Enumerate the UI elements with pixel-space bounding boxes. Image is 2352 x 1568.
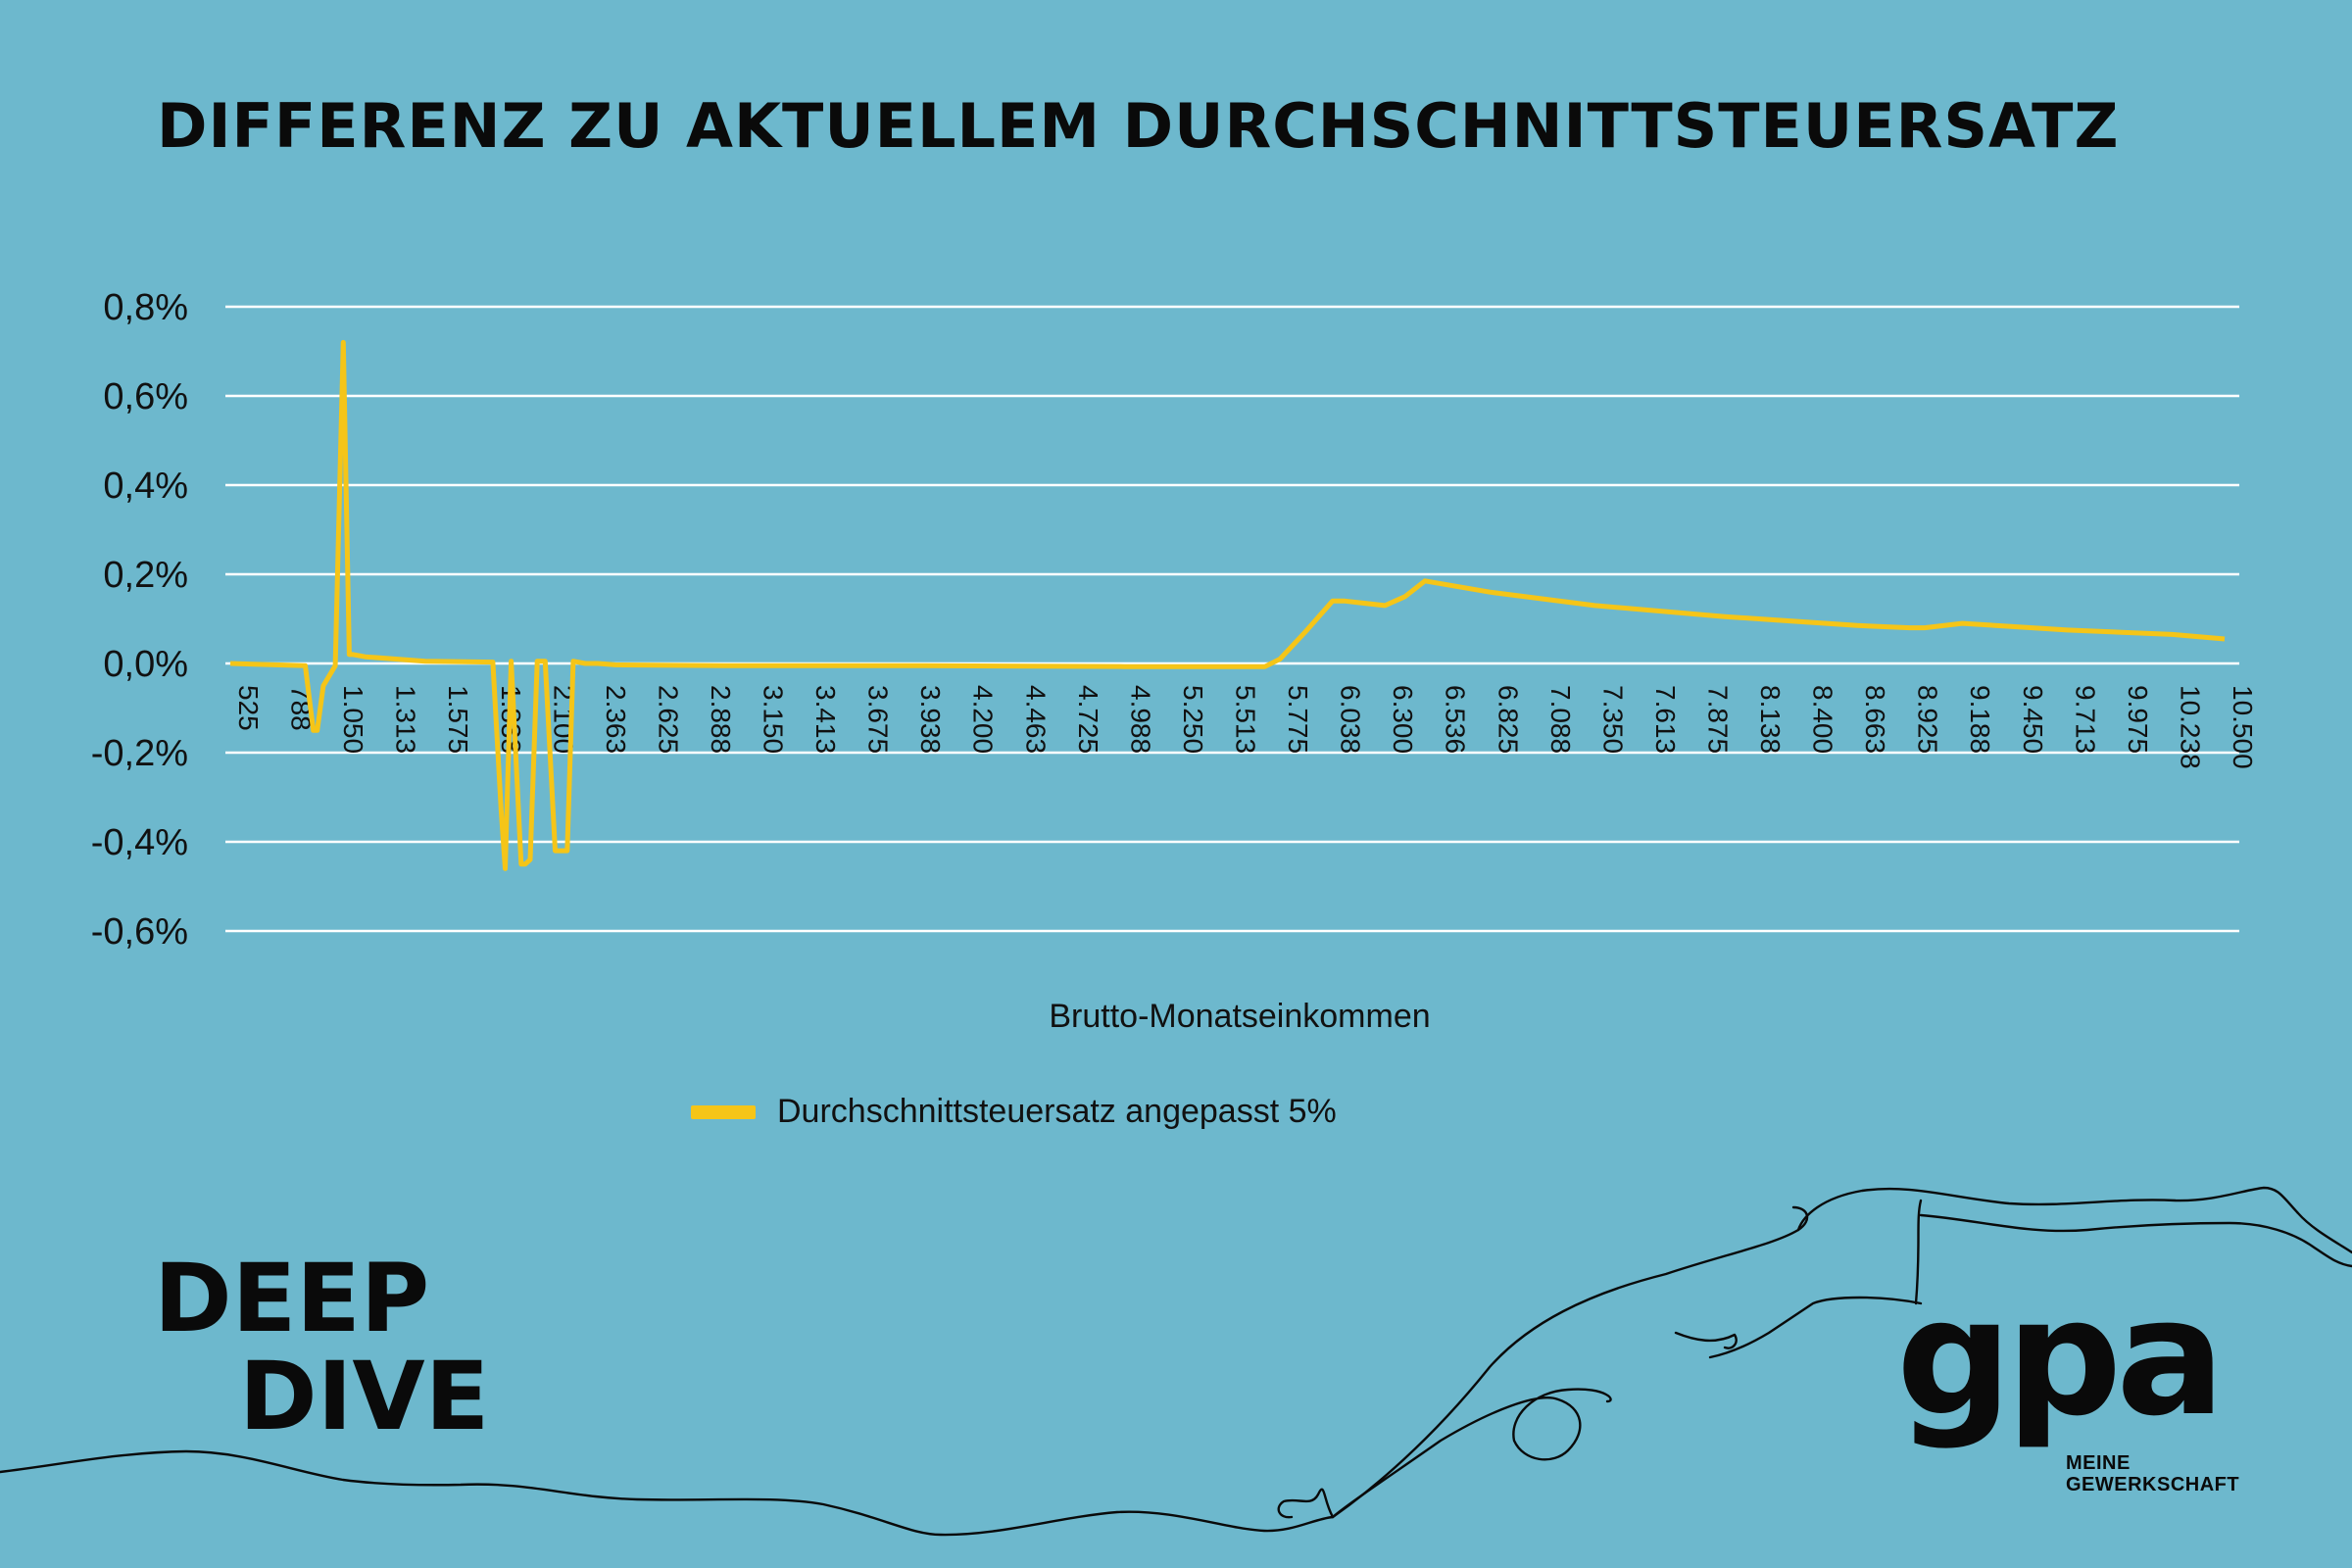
x-axis-ticks: 525 788 1.050 1.313 1.575 1.838 2.100 2.363 2.62… xyxy=(233,685,2258,769)
deep-dive-line1: DEEP xyxy=(154,1244,430,1353)
x-tick-label: 9.713 xyxy=(2070,685,2100,754)
x-tick-label: 9.975 xyxy=(2123,685,2153,754)
x-tick-label: 1.050 xyxy=(338,685,368,754)
y-tick-label: 0,8% xyxy=(103,287,188,328)
x-tick-label: 5.250 xyxy=(1178,685,1208,754)
x-tick-label: 7.875 xyxy=(1702,685,1733,754)
y-tick-label: -0,2% xyxy=(91,733,188,774)
x-tick-label: 5.775 xyxy=(1283,685,1313,754)
series-layer xyxy=(229,339,2226,871)
x-tick-label: 3.150 xyxy=(759,685,789,754)
x-tick-label: 4.463 xyxy=(1020,685,1051,754)
x-tick-label: 6.536 xyxy=(1441,685,1471,754)
y-tick-label: 0,4% xyxy=(103,466,188,507)
legend: Durchschnittsteuersatz angepasst 5% xyxy=(691,1093,1337,1131)
grid-lines xyxy=(225,305,2239,933)
x-tick-label: 10.500 xyxy=(2228,685,2258,769)
x-tick-label: 4.725 xyxy=(1073,685,1103,754)
x-tick-label: 2.625 xyxy=(653,685,683,754)
x-tick-label: 3.938 xyxy=(915,685,946,754)
x-tick-label: 8.138 xyxy=(1755,685,1786,754)
x-tick-label: 9.188 xyxy=(1965,685,1995,754)
x-axis-title: Brutto-Monatseinkommen xyxy=(1049,998,1431,1035)
x-tick-label: 1.313 xyxy=(391,685,421,754)
x-tick-label: 7.088 xyxy=(1545,685,1576,754)
x-tick-label: 8.663 xyxy=(1860,685,1890,754)
x-tick-label: 3.675 xyxy=(863,685,894,754)
y-tick-label: -0,4% xyxy=(91,822,188,863)
deep-dive-line2: DIVE xyxy=(239,1342,490,1451)
x-tick-label: 3.413 xyxy=(810,685,841,754)
x-tick-label: 6.825 xyxy=(1493,685,1523,754)
gpa-tagline-line1: MEINE xyxy=(2066,1452,2131,1474)
y-axis-ticks: 0,8% 0,6% 0,4% 0,2% 0,0% -0,2% -0,4% -0,6% xyxy=(91,287,188,953)
y-tick-label: -0,6% xyxy=(91,911,188,953)
x-tick-label: 2.888 xyxy=(706,685,736,754)
y-tick-label: 0,0% xyxy=(103,644,188,685)
x-tick-label: 6.038 xyxy=(1336,685,1366,754)
x-tick-label: 525 xyxy=(233,685,264,731)
gpa-tagline: MEINE GEWERKSCHAFT xyxy=(2066,1452,2239,1495)
gpa-logo-text: gpa xyxy=(1896,1303,2220,1451)
x-tick-label: 4.200 xyxy=(968,685,999,754)
series-line xyxy=(229,339,2226,871)
gpa-tagline-line2: GEWERKSCHAFT xyxy=(2066,1474,2240,1495)
deep-dive-branding: DEEP DIVE xyxy=(154,1250,489,1446)
y-tick-label: 0,6% xyxy=(103,376,188,417)
x-tick-label: 7.350 xyxy=(1597,685,1628,754)
legend-label: Durchschnittsteuersatz angepasst 5% xyxy=(777,1093,1337,1130)
legend-swatch xyxy=(691,1104,756,1119)
chart-title: DIFFERENZ ZU AKTUELLEM DURCHSCHNITTSTEUE… xyxy=(157,90,2120,162)
y-tick-label: 0,2% xyxy=(103,555,188,596)
x-tick-label: 4.988 xyxy=(1125,685,1155,754)
x-tick-label: 10.238 xyxy=(2175,685,2205,769)
x-tick-label: 8.925 xyxy=(1913,685,1943,754)
x-tick-label: 8.400 xyxy=(1808,685,1838,754)
x-tick-label: 9.450 xyxy=(2018,685,2048,754)
x-tick-label: 1.575 xyxy=(443,685,473,754)
x-tick-label: 2.363 xyxy=(601,685,631,754)
x-tick-label: 5.513 xyxy=(1231,685,1261,754)
x-tick-label: 7.613 xyxy=(1650,685,1681,754)
gpa-logo: gpa xyxy=(1896,1303,2226,1451)
x-tick-label: 6.300 xyxy=(1388,685,1418,754)
